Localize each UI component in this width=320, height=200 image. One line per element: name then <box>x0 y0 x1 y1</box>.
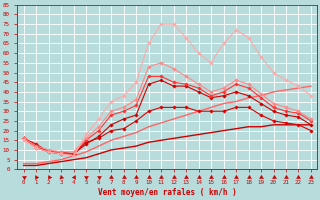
X-axis label: Vent moyen/en rafales ( km/h ): Vent moyen/en rafales ( km/h ) <box>98 188 237 197</box>
